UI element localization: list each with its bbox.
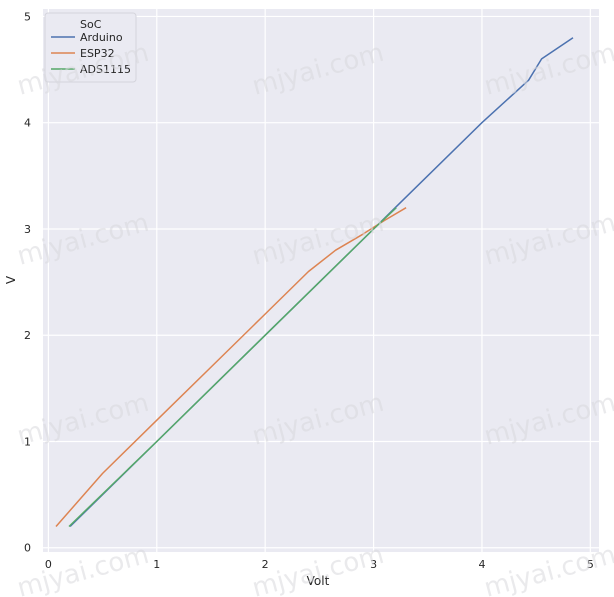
y-tick-label: 5	[24, 10, 31, 23]
legend-items: Arduino ESP32 ADS1115	[51, 31, 131, 76]
series-line-esp32	[55, 207, 407, 527]
y-tick-label: 2	[24, 329, 31, 342]
y-axis-label: V	[4, 275, 18, 284]
y-tick-label: 0	[24, 542, 31, 555]
legend: SoC Arduino ESP32 ADS1115	[44, 12, 137, 83]
x-tick-label: 5	[587, 558, 594, 571]
legend-label: Arduino	[80, 31, 123, 44]
x-tick-label: 2	[262, 558, 269, 571]
legend-title: SoC	[80, 18, 102, 31]
y-tick-label: 4	[24, 117, 31, 130]
series-line-ads1115	[68, 207, 397, 528]
legend-label: ADS1115	[80, 63, 131, 76]
y-tick-label: 1	[24, 435, 31, 448]
x-tick-label: 1	[153, 558, 160, 571]
legend-box	[44, 12, 137, 83]
tick-labels: 0 1 2 3 4 5 0 1 2 3 4 5	[24, 10, 594, 571]
x-tick-label: 4	[478, 558, 485, 571]
series-lines	[55, 37, 574, 528]
x-axis-label: Volt	[307, 574, 330, 588]
legend-label: ESP32	[80, 47, 115, 60]
x-tick-label: 0	[45, 558, 52, 571]
x-tick-label: 3	[370, 558, 377, 571]
y-tick-label: 3	[24, 223, 31, 236]
